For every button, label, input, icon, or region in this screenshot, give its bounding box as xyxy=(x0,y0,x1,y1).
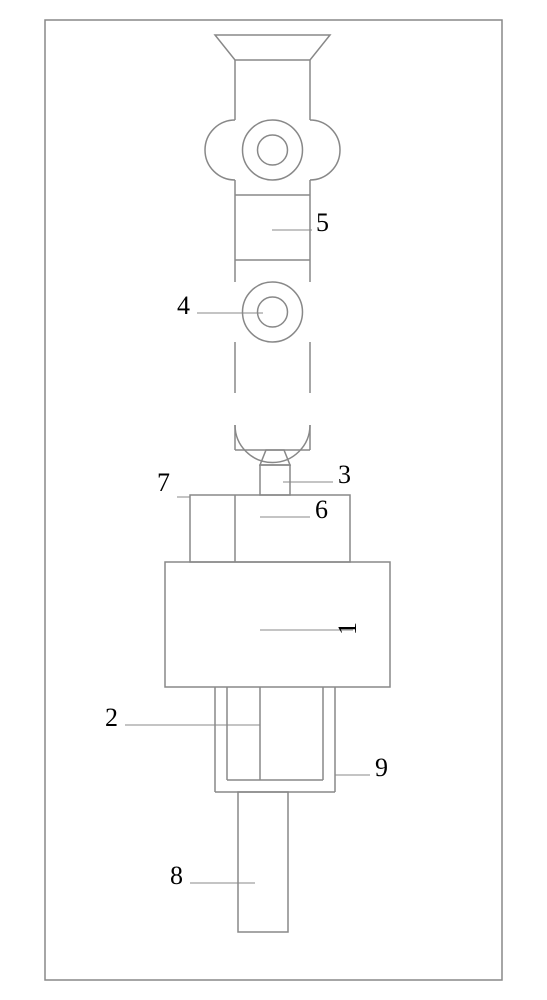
label-9: 9 xyxy=(375,753,388,783)
label-1: 1 xyxy=(333,622,363,635)
label-7: 7 xyxy=(157,468,170,498)
mechanical-diagram xyxy=(0,0,547,1000)
label-5: 5 xyxy=(316,208,329,238)
label-2: 2 xyxy=(105,703,118,733)
link2-outer xyxy=(243,282,303,342)
link1-inner xyxy=(258,135,288,165)
frame xyxy=(45,20,502,980)
nozzle-base xyxy=(260,465,290,495)
bottom-arc xyxy=(235,425,310,462)
funnel-top xyxy=(215,35,330,60)
link1-arc-right xyxy=(310,120,340,180)
link2-inner xyxy=(258,297,288,327)
link1-outer xyxy=(243,120,303,180)
link1-arc-left xyxy=(205,120,235,180)
label-4: 4 xyxy=(177,291,190,321)
label-3: 3 xyxy=(338,460,351,490)
lower-stem xyxy=(238,792,288,932)
label-6: 6 xyxy=(315,495,328,525)
label-8: 8 xyxy=(170,861,183,891)
